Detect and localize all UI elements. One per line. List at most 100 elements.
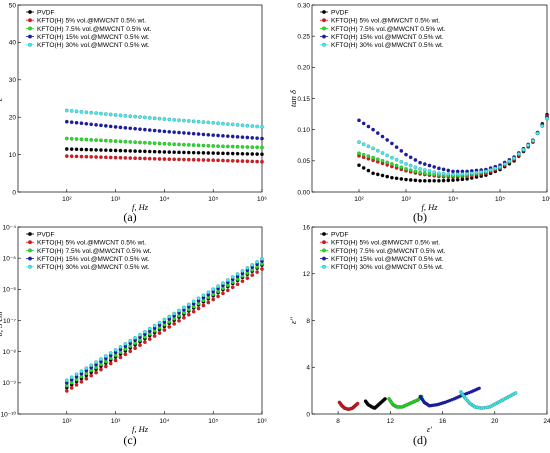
panel-c-marker [133, 346, 137, 351]
panel-b-marker [404, 152, 408, 157]
panel-a-xlabel: f, Hz [132, 202, 149, 212]
panel-b-marker [385, 174, 390, 179]
panel-c-marker [94, 360, 98, 364]
panel-b-marker [446, 172, 451, 176]
panel-c-marker [143, 340, 147, 344]
panel-b-marker [545, 116, 549, 121]
panel-a-marker [79, 137, 84, 142]
panel-a-marker [147, 116, 152, 120]
panel-a-marker [157, 150, 162, 154]
panel-a-marker [216, 144, 220, 148]
panel-a-ytick-label: 40 [9, 40, 17, 47]
panel-a-marker [84, 110, 89, 115]
caption-b: (b) [413, 210, 427, 224]
panel-a-marker [191, 150, 196, 155]
panel-d-legend-swatch [322, 248, 326, 253]
panel-a-marker [118, 148, 123, 153]
panel-c-marker [157, 331, 162, 335]
panel-a-marker [216, 151, 220, 156]
panel-a-marker [143, 156, 147, 161]
panel-a-marker [177, 150, 181, 155]
panel-a-marker [128, 114, 133, 118]
panel-a-marker [260, 125, 264, 129]
panel-a-marker [99, 148, 103, 152]
panel-a-marker [133, 114, 137, 119]
panel-a-marker [235, 135, 240, 139]
panel-a-marker [138, 115, 142, 119]
panel-d-legend-swatch [322, 256, 326, 261]
panel-a-marker [177, 142, 181, 147]
panel-a-marker [123, 113, 128, 118]
panel-b-legend-label: KFTO(H) 7.5% vol.@MWCNT 0.5% wt. [331, 26, 446, 33]
panel-a-marker [143, 115, 147, 120]
panel-a-marker [74, 154, 79, 159]
panel-a-series-2 [65, 136, 264, 150]
panel-b-marker [427, 178, 432, 183]
panel-a-marker [157, 116, 162, 121]
panel-a-marker [89, 122, 94, 127]
panel-a-marker [143, 149, 147, 154]
panel-c: 10² 10³ 10⁴ 10⁵ 10⁶ 10⁻¹⁰ 10⁻⁹ 10⁻⁸ 10⁻⁷ 10⁻⁶ 10⁻⁵… [0, 224, 267, 434]
panel-a-marker [221, 144, 225, 149]
panel-c-marker [187, 302, 191, 307]
panel-a-marker [138, 140, 142, 145]
panel-c-marker [250, 263, 255, 267]
panel-b-marker [390, 162, 394, 166]
panel-a-marker [162, 141, 167, 146]
panel-a-marker [94, 138, 98, 142]
panel-a-marker [201, 143, 206, 148]
panel-a-marker [172, 142, 176, 147]
panel-a-ytick-label: 20 [9, 115, 17, 122]
panel-a-marker [104, 138, 108, 143]
panel-b-marker [399, 177, 404, 181]
panel-b: 10² 10³ 10⁴ 10⁵ 10⁶ 0.00 0.05 0.10 0.15 0.20 0.25 0… [288, 2, 550, 212]
panel-a-legend-label: PVDF [37, 9, 55, 16]
panel-c-xtick-label: 10³ [111, 418, 121, 425]
panel-a-marker [104, 155, 108, 160]
panel-c-ytick-label: 10⁻⁶ [3, 287, 17, 294]
panel-c-marker [84, 371, 89, 376]
panel-b-marker [390, 141, 394, 146]
panel-b-marker [427, 169, 432, 173]
panel-d-legend-label: PVDF [331, 231, 349, 238]
panel-a-marker [187, 150, 191, 155]
panel-a-marker [152, 141, 157, 146]
panel-c-marker [167, 325, 172, 329]
panel-a-legend-label: KFTO(H) 30% vol.@MWCNT 0.5% wt. [37, 42, 150, 49]
panel-b-marker [535, 131, 540, 136]
panel-a-marker [143, 127, 147, 132]
panel-c-marker [187, 312, 191, 317]
panel-b-marker [512, 156, 516, 161]
panel-c-marker [177, 319, 181, 323]
panel-a-marker [172, 157, 176, 162]
panel-c-marker [79, 369, 84, 374]
panel-a-ytick-label: 30 [9, 77, 17, 84]
panel-c-marker [143, 329, 147, 334]
panel-b-marker [390, 175, 394, 180]
panel-a-marker [182, 150, 186, 155]
panel-a-marker [89, 110, 94, 115]
panel-a-marker [118, 113, 123, 118]
panel-a-marker [104, 124, 108, 128]
panel-a-marker [230, 159, 235, 163]
panel-a-marker [143, 140, 147, 145]
panel-c-xtick-label: 10⁴ [159, 418, 169, 425]
panel-b-ytick-label: 0.30 [297, 2, 310, 9]
panel-c-marker [123, 342, 128, 346]
panel-a-marker [69, 136, 74, 141]
panel-a-marker [104, 112, 108, 116]
panel-a-marker [79, 110, 84, 114]
panel-a-marker [157, 129, 162, 133]
panel-b-marker [437, 166, 441, 171]
panel-c-marker [250, 273, 255, 277]
panel-c-marker [182, 315, 186, 320]
panel-a-marker [245, 159, 250, 164]
panel-b-marker [437, 171, 441, 176]
panel-b-legend-swatch [322, 18, 326, 23]
panel-c-series-1 [65, 267, 264, 393]
panel-a-marker [216, 121, 220, 126]
panel-a-marker [211, 151, 216, 155]
panel-a-marker [221, 151, 225, 156]
panel-d-xtick-label: 8 [336, 418, 340, 425]
